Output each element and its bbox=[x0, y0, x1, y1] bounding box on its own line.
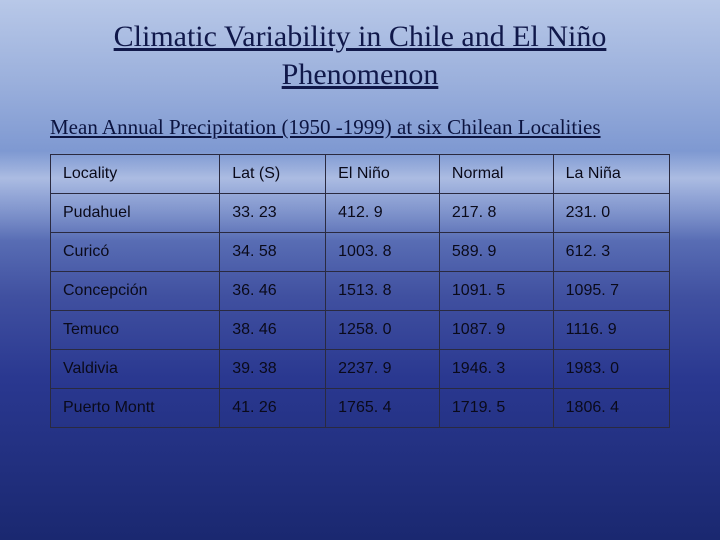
cell-locality: Pudahuel bbox=[51, 194, 220, 233]
col-lat: Lat (S) bbox=[220, 155, 326, 194]
col-lanina: La Niña bbox=[553, 155, 669, 194]
col-locality: Locality bbox=[51, 155, 220, 194]
table-row: Concepción 36. 46 1513. 8 1091. 5 1095. … bbox=[51, 272, 670, 311]
table-row: Curicó 34. 58 1003. 8 589. 9 612. 3 bbox=[51, 233, 670, 272]
slide-subtitle: Mean Annual Precipitation (1950 -1999) a… bbox=[50, 115, 670, 140]
cell-normal: 589. 9 bbox=[439, 233, 553, 272]
cell-locality: Valdivia bbox=[51, 350, 220, 389]
cell-lanina: 1806. 4 bbox=[553, 389, 669, 428]
cell-lat: 34. 58 bbox=[220, 233, 326, 272]
slide-title: Climatic Variability in Chile and El Niñ… bbox=[50, 18, 670, 93]
table-row: Valdivia 39. 38 2237. 9 1946. 3 1983. 0 bbox=[51, 350, 670, 389]
cell-lanina: 1116. 9 bbox=[553, 311, 669, 350]
cell-locality: Puerto Montt bbox=[51, 389, 220, 428]
cell-lanina: 1983. 0 bbox=[553, 350, 669, 389]
cell-normal: 217. 8 bbox=[439, 194, 553, 233]
slide: Climatic Variability in Chile and El Niñ… bbox=[0, 0, 720, 458]
cell-lat: 33. 23 bbox=[220, 194, 326, 233]
cell-lat: 39. 38 bbox=[220, 350, 326, 389]
cell-locality: Concepción bbox=[51, 272, 220, 311]
cell-lanina: 1095. 7 bbox=[553, 272, 669, 311]
cell-normal: 1087. 9 bbox=[439, 311, 553, 350]
cell-normal: 1091. 5 bbox=[439, 272, 553, 311]
cell-elnino: 1003. 8 bbox=[326, 233, 440, 272]
col-normal: Normal bbox=[439, 155, 553, 194]
cell-normal: 1946. 3 bbox=[439, 350, 553, 389]
cell-lat: 36. 46 bbox=[220, 272, 326, 311]
table-header-row: Locality Lat (S) El Niño Normal La Niña bbox=[51, 155, 670, 194]
cell-elnino: 2237. 9 bbox=[326, 350, 440, 389]
cell-lat: 41. 26 bbox=[220, 389, 326, 428]
cell-elnino: 412. 9 bbox=[326, 194, 440, 233]
cell-locality: Temuco bbox=[51, 311, 220, 350]
cell-elnino: 1765. 4 bbox=[326, 389, 440, 428]
table-row: Temuco 38. 46 1258. 0 1087. 9 1116. 9 bbox=[51, 311, 670, 350]
cell-normal: 1719. 5 bbox=[439, 389, 553, 428]
cell-lat: 38. 46 bbox=[220, 311, 326, 350]
precipitation-table: Locality Lat (S) El Niño Normal La Niña … bbox=[50, 154, 670, 428]
col-elnino: El Niño bbox=[326, 155, 440, 194]
cell-elnino: 1258. 0 bbox=[326, 311, 440, 350]
cell-elnino: 1513. 8 bbox=[326, 272, 440, 311]
cell-locality: Curicó bbox=[51, 233, 220, 272]
table-row: Pudahuel 33. 23 412. 9 217. 8 231. 0 bbox=[51, 194, 670, 233]
cell-lanina: 231. 0 bbox=[553, 194, 669, 233]
table-row: Puerto Montt 41. 26 1765. 4 1719. 5 1806… bbox=[51, 389, 670, 428]
cell-lanina: 612. 3 bbox=[553, 233, 669, 272]
